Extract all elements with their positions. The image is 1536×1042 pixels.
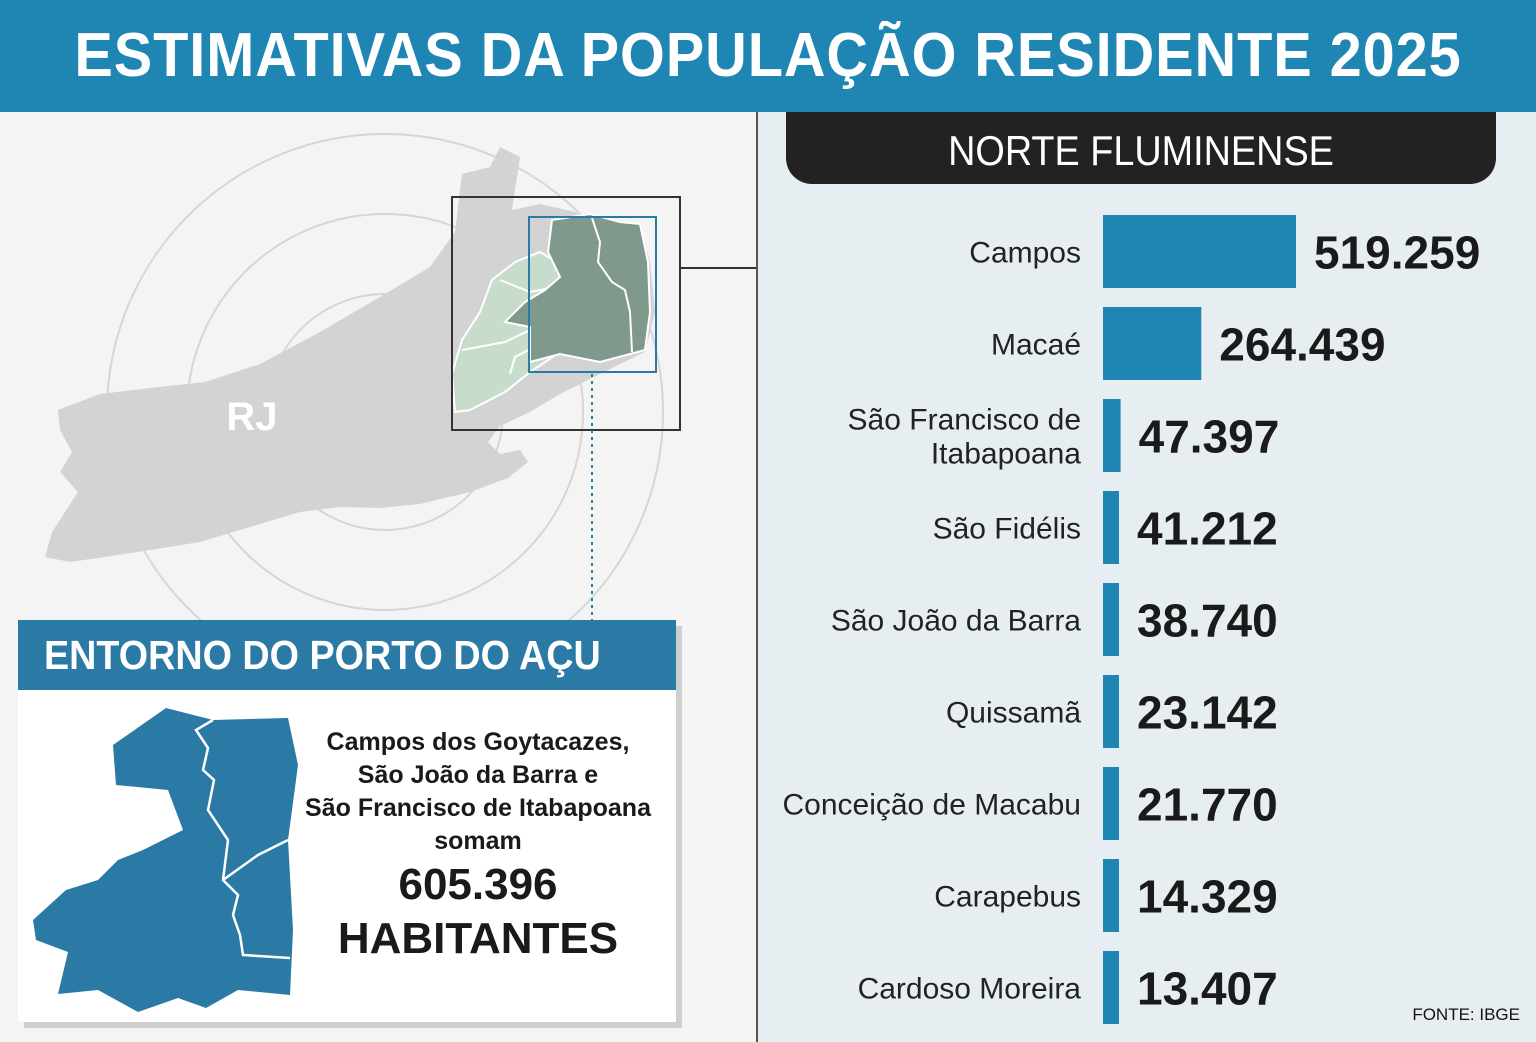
value-label: 14.329 — [1137, 871, 1278, 923]
category-label: São João da Barra — [831, 605, 1081, 638]
porto-acu-map — [33, 708, 298, 1012]
category-label: Cardoso Moreira — [858, 973, 1082, 1006]
zoom-frame — [451, 196, 681, 431]
value-label: 38.740 — [1137, 595, 1278, 647]
source-note: FONTE: IBGE — [1412, 1005, 1520, 1024]
porto-acu-box: ENTORNO DO PORTO DO AÇU Campos dos Goyta… — [18, 620, 676, 1022]
page-title: ESTIMATIVAS DA POPULAÇÃO RESIDENTE 2025 — [74, 21, 1462, 90]
porto-line-4: somam — [434, 827, 522, 855]
bar — [1103, 583, 1119, 656]
value-label: 41.212 — [1137, 503, 1278, 555]
bar — [1103, 859, 1119, 932]
region-header — [786, 112, 1496, 184]
value-label: 21.770 — [1137, 779, 1278, 831]
porto-line-3: São Francisco de Itabapoana — [305, 794, 651, 822]
detail-frame — [528, 216, 657, 373]
category-label: Carapebus — [934, 881, 1081, 914]
porto-box-text: Campos dos Goytacazes, São João da Barra… — [280, 726, 676, 966]
value-label: 13.407 — [1137, 963, 1278, 1015]
region-title: NORTE FLUMINENSE — [948, 127, 1334, 174]
value-label: 519.259 — [1314, 227, 1480, 279]
category-label: Macaé — [991, 329, 1081, 362]
porto-line-1: Campos dos Goytacazes, — [326, 728, 630, 756]
value-label: 47.397 — [1139, 411, 1280, 463]
bar — [1103, 215, 1296, 288]
bar — [1103, 307, 1202, 380]
category-label: São Francisco de Itabapoana — [848, 404, 1082, 471]
bar — [1103, 491, 1119, 564]
porto-line-2: São João da Barra e — [357, 761, 599, 789]
porto-box-title: ENTORNO DO PORTO DO AÇU — [44, 632, 601, 678]
rj-locator-map: RJ — [45, 133, 756, 632]
porto-acu-divisions — [591, 217, 633, 353]
value-label: 264.439 — [1219, 319, 1385, 371]
population-bar-chart: 519.259 Campos 264.439 Macaé 47.397 São Franc… — [782, 215, 1480, 1024]
category-label: Campos — [969, 237, 1081, 270]
value-label: 23.142 — [1137, 687, 1278, 739]
title-bar — [0, 0, 1536, 112]
panel-divider — [756, 112, 758, 1042]
bar — [1103, 399, 1121, 472]
porto-box-header — [18, 620, 676, 690]
rj-label: RJ — [226, 395, 277, 439]
category-label: Conceição de Macabu — [782, 789, 1081, 822]
bar — [1103, 675, 1119, 748]
porto-total: 605.396 — [398, 860, 558, 909]
rj-state-shape — [45, 147, 655, 562]
bar — [1103, 767, 1119, 840]
porto-unit: HABITANTES — [337, 914, 619, 963]
porto-acu-municipalities — [502, 212, 652, 364]
category-label: São Fidélis — [933, 513, 1081, 546]
porto-acu-borders — [194, 718, 291, 960]
category-label: Quissamã — [946, 697, 1081, 730]
bar — [1103, 951, 1119, 1024]
porto-acu-municipalities-shape — [33, 708, 298, 1012]
